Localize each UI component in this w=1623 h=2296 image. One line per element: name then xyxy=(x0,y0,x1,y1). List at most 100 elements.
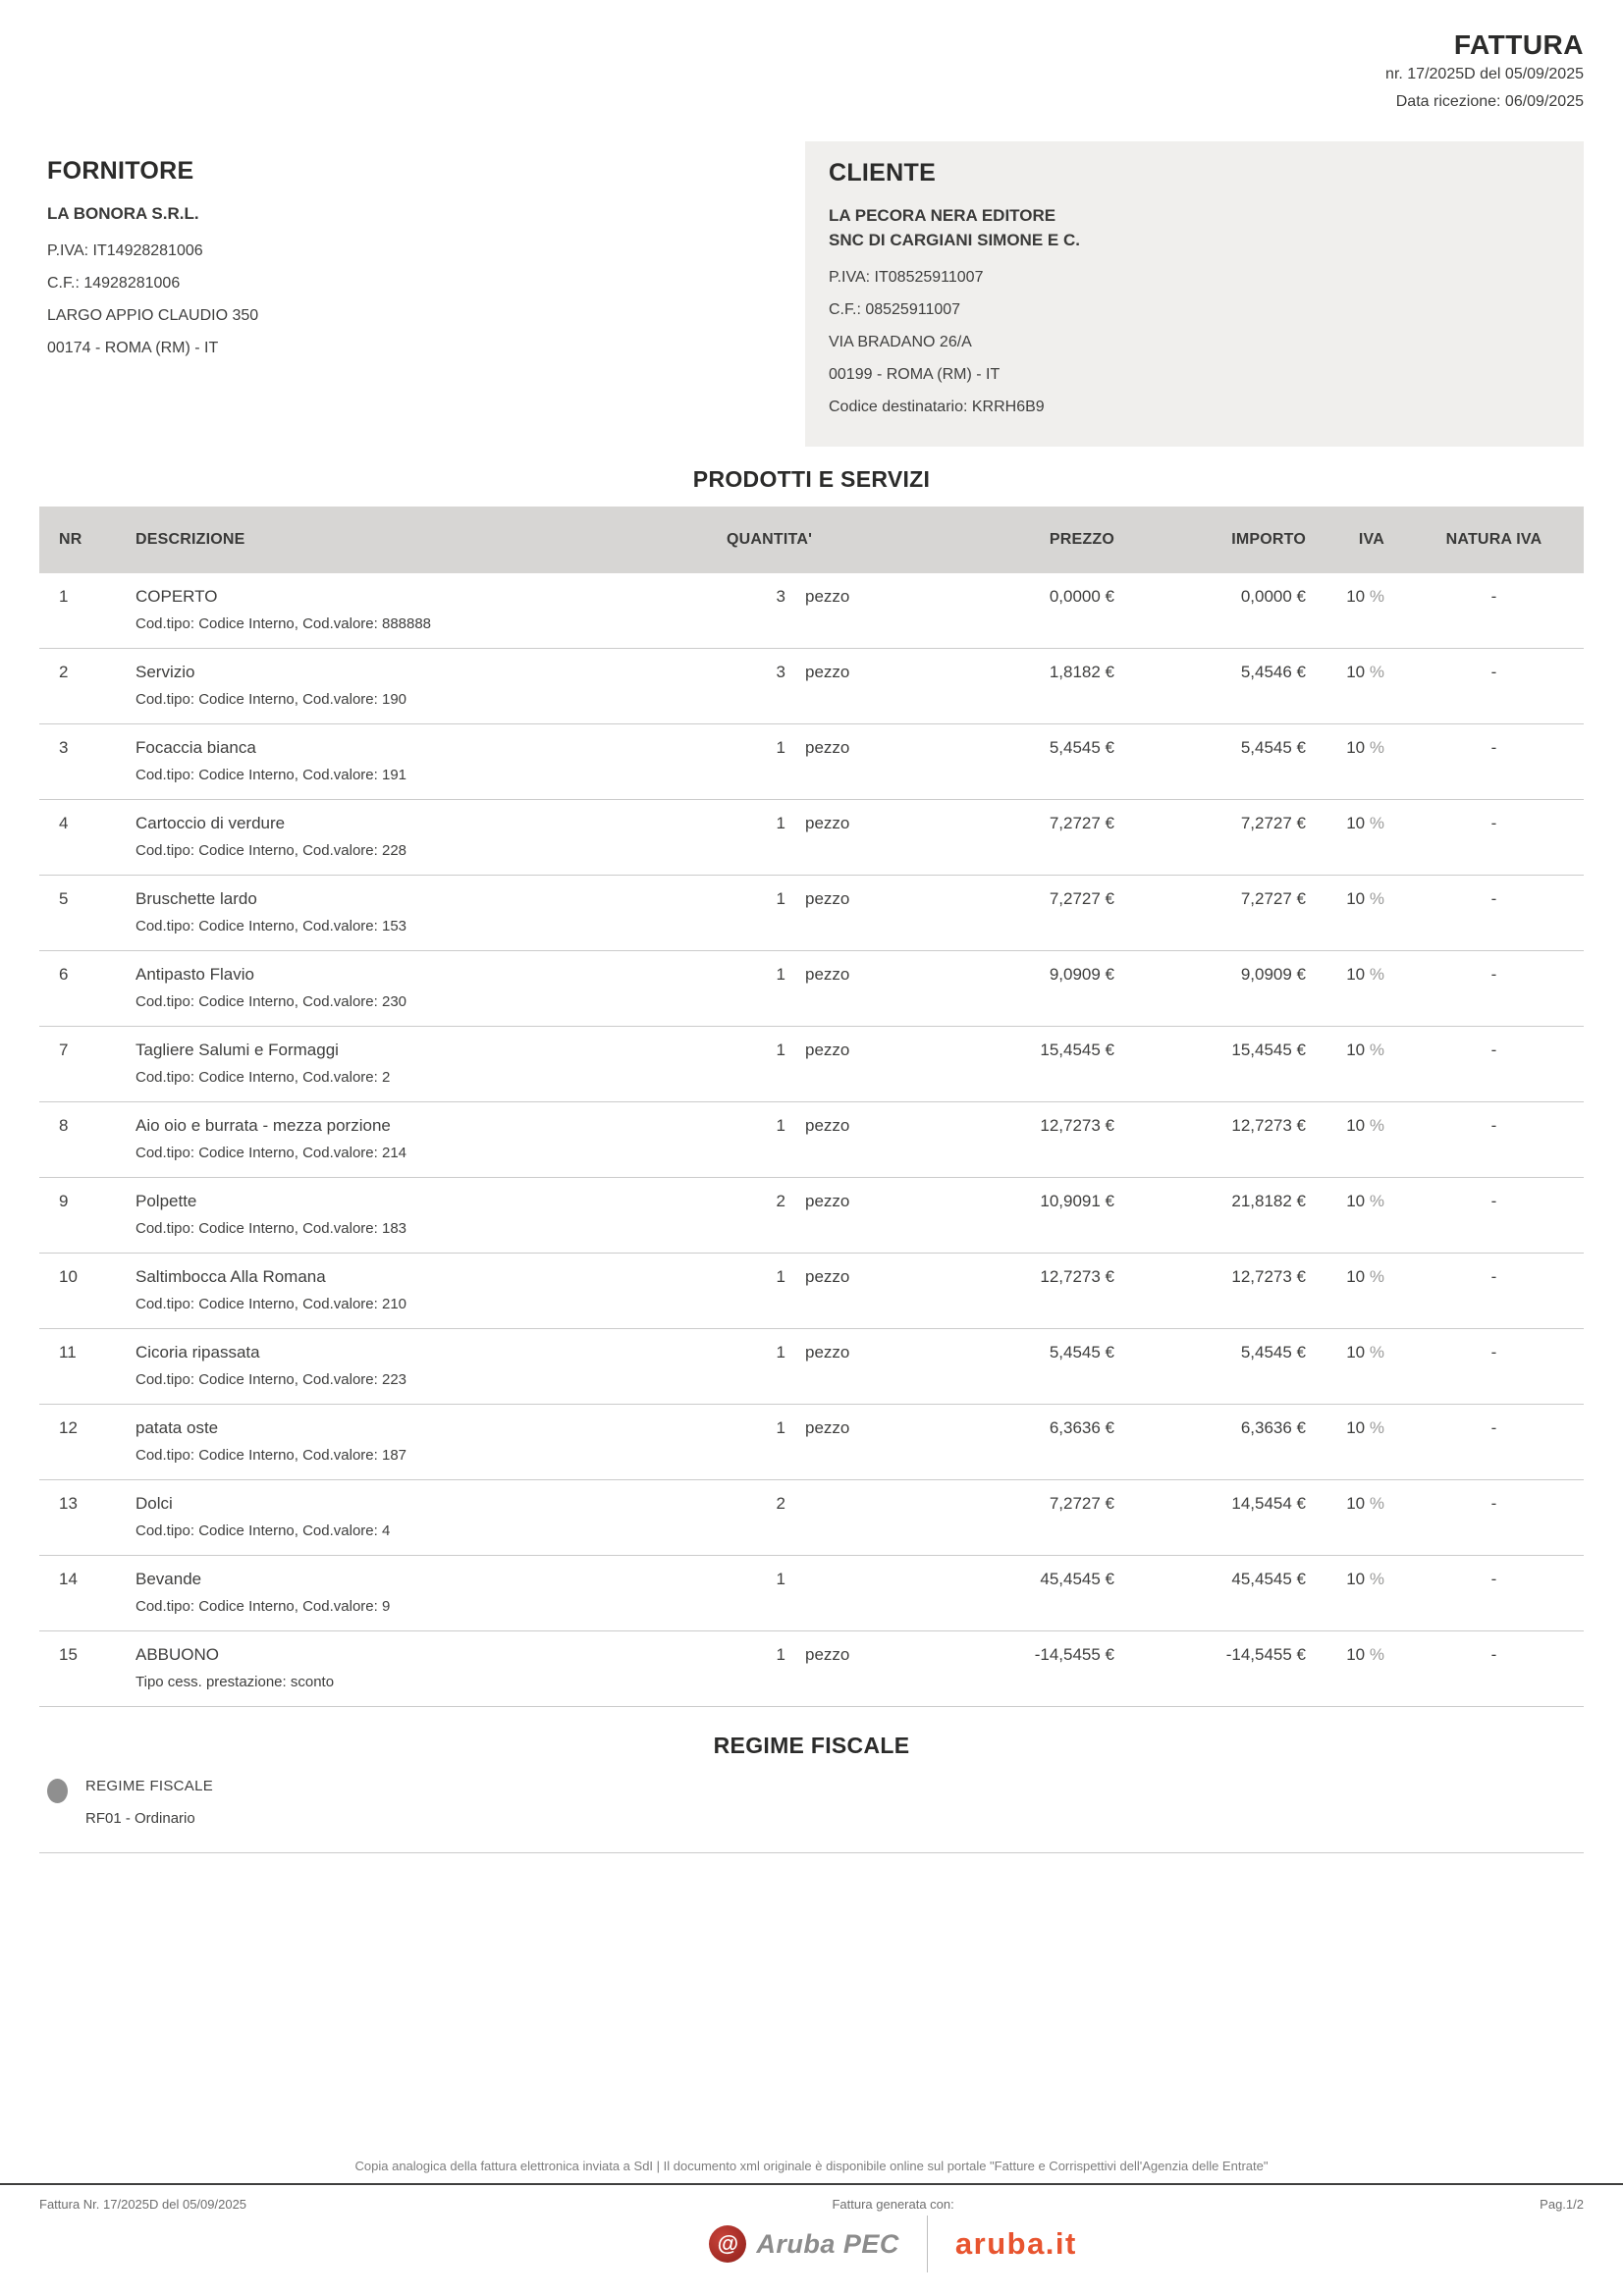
row-price: 5,4545 € xyxy=(1049,1343,1114,1362)
supplier-city: 00174 - ROMA (RM) - IT xyxy=(47,340,219,356)
row-price: 1,8182 € xyxy=(1049,663,1114,681)
row-vat: 10 % xyxy=(1346,1570,1384,1588)
row-vat: 10 % xyxy=(1346,1041,1384,1059)
row-detail: Cod.tipo: Codice Interno, Cod.valore: 21… xyxy=(135,1296,406,1312)
table-row-main: 2 Servizio 3 pezzo 1,8182 € 5,4546 € 10 … xyxy=(39,662,1584,682)
table-row-main: 5 Bruschette lardo 1 pezzo 7,2727 € 7,27… xyxy=(39,888,1584,909)
row-amount: 5,4545 € xyxy=(1240,1343,1306,1362)
aruba-it-logo: aruba.it xyxy=(954,2226,1077,2261)
logo-divider xyxy=(926,2216,928,2272)
invoice-number-line: nr. 17/2025D del 05/09/2025 xyxy=(1385,66,1584,82)
row-price: 7,2727 € xyxy=(1049,1494,1114,1513)
column-header-vat-nature: NATURA IVA xyxy=(1445,531,1542,548)
row-vat: 10 % xyxy=(1346,738,1384,757)
row-quantity: 3 xyxy=(776,587,785,606)
row-quantity: 1 xyxy=(776,1645,785,1664)
table-row-main: 4 Cartoccio di verdure 1 pezzo 7,2727 € … xyxy=(39,813,1584,833)
row-amount: 0,0000 € xyxy=(1240,587,1306,606)
row-amount: 14,5454 € xyxy=(1231,1494,1306,1513)
aruba-pec-logo: @ Aruba PEC xyxy=(709,2225,899,2263)
supplier-address: LARGO APPIO CLAUDIO 350 xyxy=(47,307,259,324)
row-vat: 10 % xyxy=(1346,1494,1384,1513)
row-number: 14 xyxy=(59,1570,78,1588)
table-row: 13 Dolci 2 7,2727 € 14,5454 € 10 % - Cod… xyxy=(39,1480,1584,1556)
row-amount: 5,4545 € xyxy=(1240,738,1306,757)
row-quantity: 2 xyxy=(776,1494,785,1513)
row-vat: 10 % xyxy=(1346,814,1384,832)
footer-page-number: Pag.1/2 xyxy=(1540,2197,1584,2212)
row-price: 12,7273 € xyxy=(1040,1116,1114,1135)
table-row: 5 Bruschette lardo 1 pezzo 7,2727 € 7,27… xyxy=(39,876,1584,951)
invoice-title: FATTURA xyxy=(1453,29,1584,60)
customer-fiscal-code: C.F.: 08525911007 xyxy=(829,301,961,318)
column-header-nr: NR xyxy=(59,531,82,548)
row-description: Focaccia bianca xyxy=(135,738,256,757)
table-row-main: 9 Polpette 2 pezzo 10,9091 € 21,8182 € 1… xyxy=(39,1191,1584,1211)
row-detail: Cod.tipo: Codice Interno, Cod.valore: 4 xyxy=(135,1522,391,1539)
row-price: -14,5455 € xyxy=(1034,1645,1114,1664)
row-description: patata oste xyxy=(135,1418,219,1437)
row-description: COPERTO xyxy=(135,587,218,606)
table-row-main: 15 ABBUONO 1 pezzo -14,5455 € -14,5455 €… xyxy=(39,1644,1584,1665)
row-unit: pezzo xyxy=(805,587,850,606)
footer-generated-with-label: Fattura generata con: xyxy=(832,2197,954,2212)
row-price: 9,0909 € xyxy=(1049,965,1114,984)
row-vat-percent-sign: % xyxy=(1369,1343,1384,1362)
table-row-main: 14 Bevande 1 45,4545 € 45,4545 € 10 % - xyxy=(39,1569,1584,1589)
row-unit xyxy=(785,1569,884,1589)
table-row: 3 Focaccia bianca 1 pezzo 5,4545 € 5,454… xyxy=(39,724,1584,800)
row-unit: pezzo xyxy=(805,1343,850,1362)
parties-section: FORNITORE LA BONORA S.R.L. P.IVA: IT1492… xyxy=(39,141,1584,447)
row-vat: 10 % xyxy=(1346,587,1384,606)
row-vat-nature: - xyxy=(1490,1343,1497,1362)
row-number: 9 xyxy=(59,1192,69,1210)
table-row: 8 Aio oio e burrata - mezza porzione 1 p… xyxy=(39,1102,1584,1178)
row-vat-nature: - xyxy=(1490,1494,1497,1513)
table-row-main: 7 Tagliere Salumi e Formaggi 1 pezzo 15,… xyxy=(39,1040,1584,1060)
customer-vat: P.IVA: IT08525911007 xyxy=(829,269,984,286)
row-amount: 12,7273 € xyxy=(1231,1116,1306,1135)
row-quantity: 1 xyxy=(776,1343,785,1362)
row-amount: -14,5455 € xyxy=(1225,1645,1306,1664)
row-vat-percent-sign: % xyxy=(1369,1267,1384,1286)
row-vat-percent-sign: % xyxy=(1369,738,1384,757)
table-row: 1 COPERTO 3 pezzo 0,0000 € 0,0000 € 10 %… xyxy=(39,573,1584,649)
row-vat-percent-sign: % xyxy=(1369,1192,1384,1210)
row-vat: 10 % xyxy=(1346,1645,1384,1664)
row-unit: pezzo xyxy=(805,738,850,757)
table-row: 6 Antipasto Flavio 1 pezzo 9,0909 € 9,09… xyxy=(39,951,1584,1027)
footer-logos: @ Aruba PEC aruba.it xyxy=(709,2216,1077,2272)
row-amount: 15,4545 € xyxy=(1231,1041,1306,1059)
regime-body: REGIME FISCALE RF01 - Ordinario xyxy=(39,1777,1584,1853)
row-quantity: 2 xyxy=(776,1192,785,1210)
column-header-quantity: QUANTITA' xyxy=(727,531,813,548)
row-description: ABBUONO xyxy=(135,1645,220,1664)
row-price: 7,2727 € xyxy=(1049,814,1114,832)
row-number: 13 xyxy=(59,1494,78,1513)
row-detail: Cod.tipo: Codice Interno, Cod.valore: 21… xyxy=(135,1145,406,1161)
row-detail: Cod.tipo: Codice Interno, Cod.valore: 19… xyxy=(135,767,406,783)
footer-invoice-reference: Fattura Nr. 17/2025D del 05/09/2025 xyxy=(39,2197,247,2212)
row-unit xyxy=(785,1493,884,1514)
row-number: 2 xyxy=(59,663,69,681)
row-vat-nature: - xyxy=(1490,1418,1497,1437)
footer-bottom-bar: Fattura Nr. 17/2025D del 05/09/2025 Fatt… xyxy=(0,2185,1623,2296)
row-number: 10 xyxy=(59,1267,78,1286)
row-vat-nature: - xyxy=(1490,965,1497,984)
row-description: Tagliere Salumi e Formaggi xyxy=(135,1041,339,1059)
row-vat-nature: - xyxy=(1490,738,1497,757)
row-detail: Cod.tipo: Codice Interno, Cod.valore: 18… xyxy=(135,1447,406,1464)
row-vat-nature: - xyxy=(1490,1570,1497,1588)
row-vat-percent-sign: % xyxy=(1369,814,1384,832)
row-unit: pezzo xyxy=(805,1041,850,1059)
table-row: 2 Servizio 3 pezzo 1,8182 € 5,4546 € 10 … xyxy=(39,649,1584,724)
row-unit: pezzo xyxy=(805,814,850,832)
table-row-main: 13 Dolci 2 7,2727 € 14,5454 € 10 % - xyxy=(39,1493,1584,1514)
table-row: 4 Cartoccio di verdure 1 pezzo 7,2727 € … xyxy=(39,800,1584,876)
row-unit: pezzo xyxy=(805,965,850,984)
supplier-block: FORNITORE LA BONORA S.R.L. P.IVA: IT1492… xyxy=(39,141,746,447)
row-detail: Tipo cess. prestazione: sconto xyxy=(135,1674,335,1690)
row-vat-nature: - xyxy=(1490,663,1497,681)
table-row-main: 6 Antipasto Flavio 1 pezzo 9,0909 € 9,09… xyxy=(39,964,1584,985)
row-number: 8 xyxy=(59,1116,69,1135)
